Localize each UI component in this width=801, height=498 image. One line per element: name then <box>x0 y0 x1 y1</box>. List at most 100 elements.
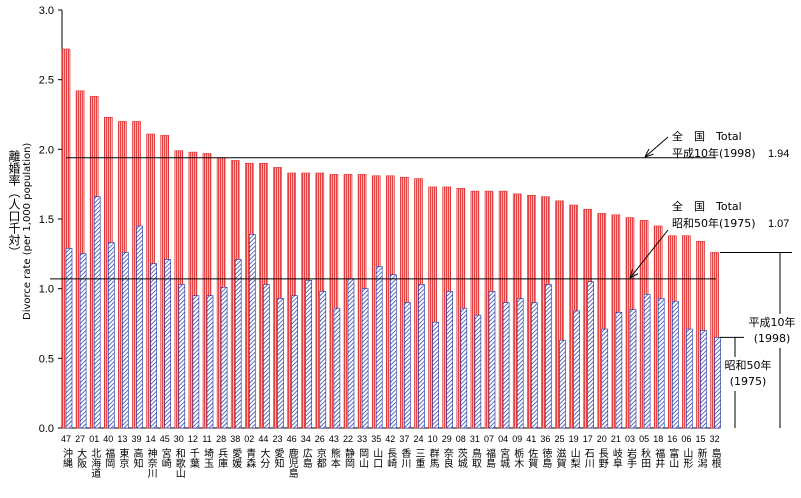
x-tick-label: 01 <box>89 434 99 444</box>
x-category-name: 京都 <box>314 447 326 469</box>
x-tick-label: 26 <box>315 434 325 444</box>
x-tick-label: 39 <box>131 434 141 444</box>
reference-title: 全 国 Total <box>672 199 742 213</box>
x-tick-label: 23 <box>272 434 282 444</box>
bar <box>629 309 637 429</box>
x-tick-label: 11 <box>202 434 211 444</box>
y-tick-label: 1.0 <box>39 284 54 296</box>
x-category-name: 沖縄 <box>61 447 73 468</box>
legend-bg <box>722 357 772 391</box>
x-tick-label: 10 <box>428 434 438 444</box>
x-tick-label: 41 <box>526 434 536 444</box>
x-category-name: 岩手 <box>625 447 637 469</box>
bar <box>220 286 228 429</box>
bar <box>291 295 298 429</box>
x-tick-label: 46 <box>287 434 297 444</box>
bar <box>108 242 115 429</box>
legend-label: 平成10年 <box>749 315 796 329</box>
x-category-name: 群馬 <box>427 447 439 469</box>
bar <box>136 225 143 429</box>
x-category-name: 愛知 <box>272 447 284 468</box>
legend-label: (1975) <box>730 375 767 388</box>
reference-period: 平成10年(1998) <box>672 146 756 160</box>
bar <box>389 274 397 429</box>
x-tick-label: 28 <box>216 434 226 444</box>
bar <box>361 288 369 429</box>
x-tick-label: 12 <box>188 434 198 444</box>
bar <box>530 302 538 429</box>
bar <box>615 312 623 429</box>
x-tick-label: 22 <box>343 434 353 444</box>
x-category-name: 山梨 <box>568 448 580 469</box>
x-category-name: 北海道 <box>89 448 101 478</box>
arrow-head <box>644 148 650 158</box>
x-category-name: 大阪 <box>75 447 87 469</box>
x-category-name: 山口 <box>371 448 382 468</box>
x-tick-label: 09 <box>512 434 522 444</box>
x-category-name: 新潟 <box>695 447 707 469</box>
y-tick-label: 1.5 <box>39 214 54 226</box>
x-tick-label: 02 <box>244 434 254 444</box>
bar <box>249 234 256 429</box>
legend-bg <box>744 314 800 348</box>
x-tick-label: 18 <box>653 434 663 444</box>
x-tick-label: 03 <box>625 434 635 444</box>
reference-value: 1.94 <box>768 148 789 160</box>
x-category-name: 香川 <box>399 448 411 468</box>
bar <box>502 302 510 429</box>
x-tick-label: 31 <box>470 434 480 444</box>
bar <box>65 247 73 429</box>
y-axis-title-en: Divorce rate (per 1,000 population) <box>22 143 33 320</box>
bar <box>375 266 383 429</box>
x-category-name: 長野 <box>596 448 608 468</box>
x-category-name: 島根 <box>709 447 721 469</box>
x-category-name: 奈良 <box>441 447 453 469</box>
x-category-name: 神奈川 <box>145 447 157 478</box>
x-tick-label: 47 <box>61 434 71 444</box>
x-tick-label: 07 <box>484 434 494 444</box>
arrow <box>629 229 669 279</box>
x-tick-label: 21 <box>611 434 621 444</box>
x-category-name: 静岡 <box>343 447 355 469</box>
bar <box>714 337 721 429</box>
bar <box>122 252 129 429</box>
x-tick-label: 29 <box>442 434 452 444</box>
bar <box>79 253 87 429</box>
x-tick-label: 06 <box>681 434 691 444</box>
x-category-name: 愛媛 <box>230 447 242 469</box>
legend-label: (1998) <box>754 332 791 345</box>
x-category-name: 佐賀 <box>526 448 538 469</box>
x-tick-label: 44 <box>258 434 268 444</box>
bar <box>178 284 186 429</box>
bar <box>404 302 411 429</box>
legend-label: 昭和50年 <box>725 358 772 372</box>
bar <box>277 298 284 429</box>
x-category-name: 熊本 <box>328 447 340 469</box>
bar <box>474 314 482 429</box>
x-tick-label: 43 <box>329 434 339 444</box>
x-category-name: 富山 <box>667 447 679 468</box>
x-tick-label: 42 <box>385 434 395 444</box>
x-tick-label: 37 <box>399 434 409 444</box>
x-category-name: 三重 <box>413 448 425 468</box>
bar <box>686 328 693 429</box>
x-category-name: 宮崎 <box>159 447 171 468</box>
bar <box>488 291 496 429</box>
x-category-name: 埼玉 <box>202 447 214 468</box>
x-tick-label: 38 <box>230 434 240 444</box>
x-tick-label: 34 <box>301 434 311 444</box>
bar <box>333 307 341 429</box>
x-category-name: 千葉 <box>187 448 199 469</box>
bar <box>263 284 270 429</box>
x-category-name: 岐阜 <box>610 447 622 469</box>
bar <box>347 278 355 429</box>
bar <box>432 321 439 429</box>
x-tick-label: 33 <box>357 434 367 444</box>
bar <box>150 263 157 429</box>
bar <box>446 291 454 429</box>
x-category-name: 東京 <box>117 447 129 469</box>
y-tick-label: 0.0 <box>39 423 54 435</box>
x-tick-label: 08 <box>456 434 466 444</box>
x-tick-label: 27 <box>75 434 85 444</box>
